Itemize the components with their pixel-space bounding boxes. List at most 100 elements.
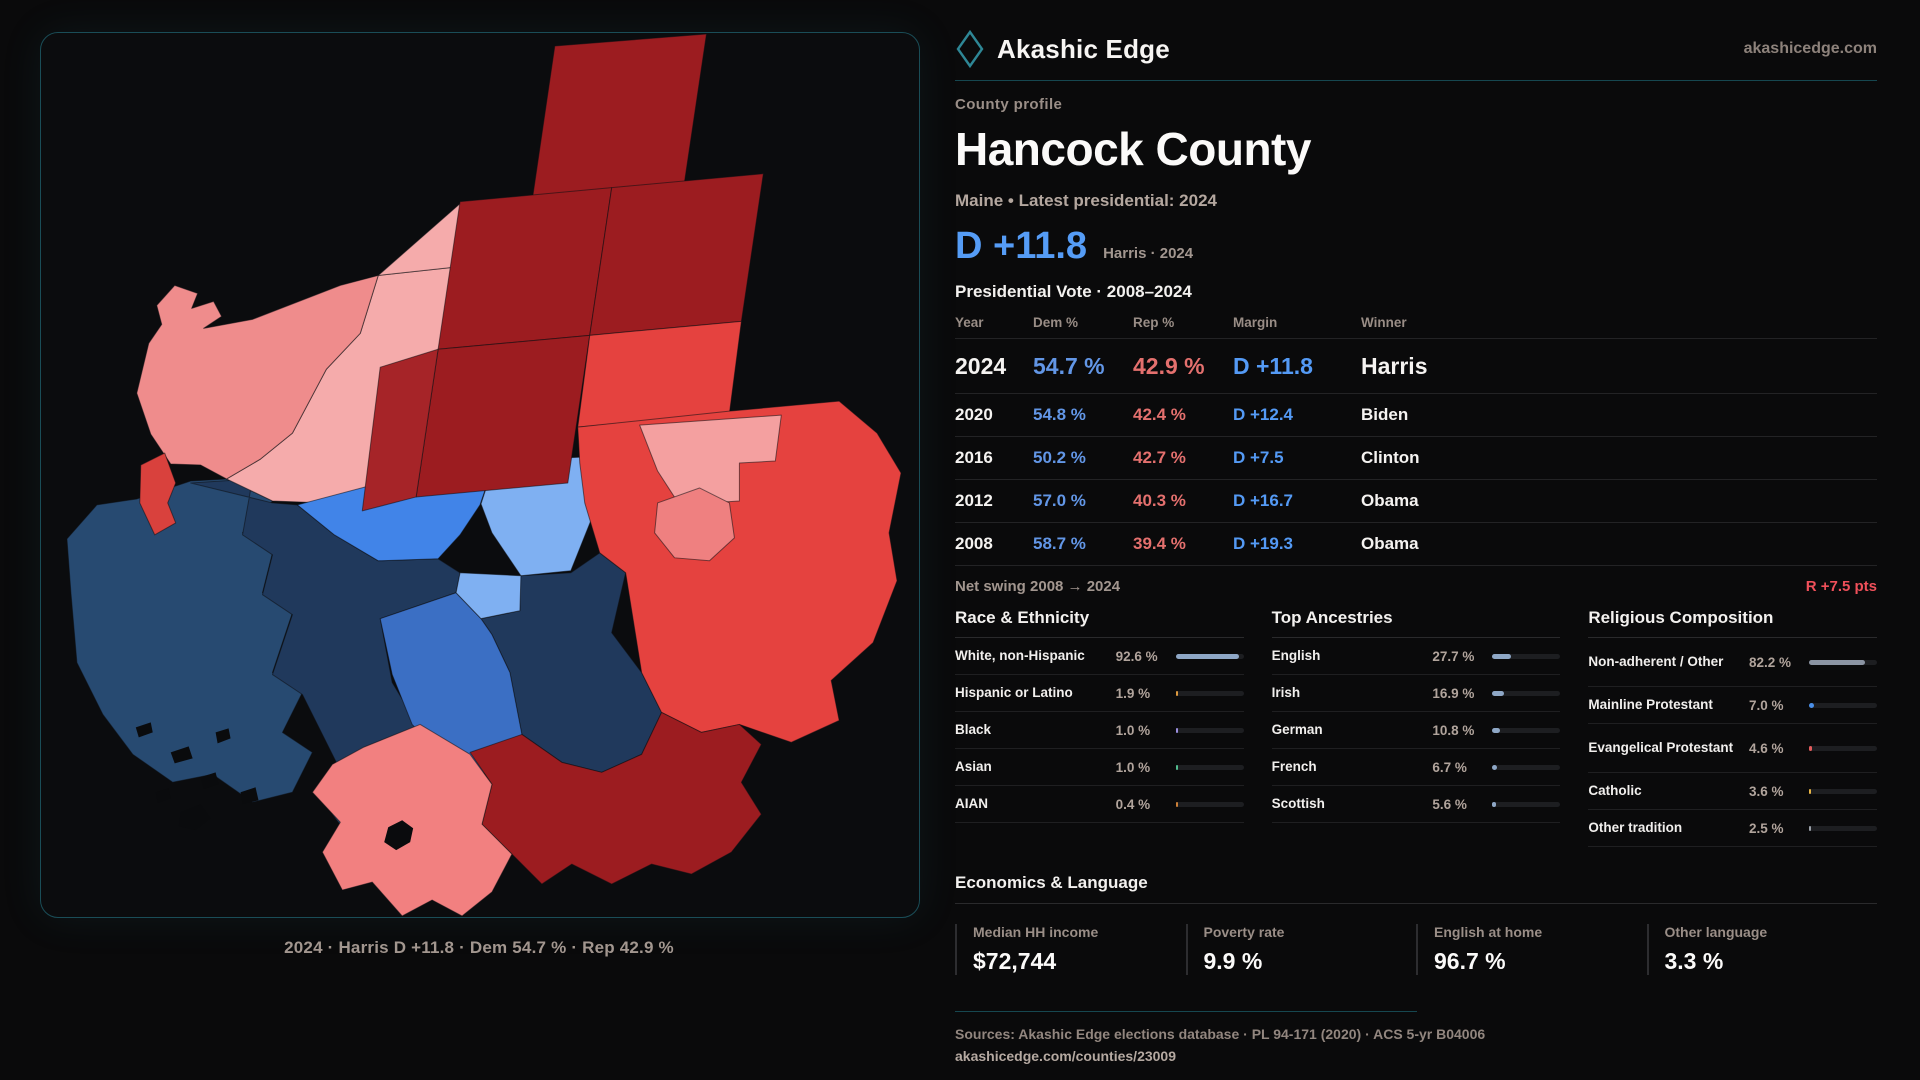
demo-value: 1.0 %: [1115, 722, 1151, 738]
map-region-darkred-north-5[interactable]: [361, 348, 439, 512]
demo-bar-track: [1808, 788, 1877, 794]
demo-bar-fill: [1808, 702, 1814, 708]
demo-label: AIAN: [955, 795, 988, 811]
demo-section: Religious Composition Non-adherent / Othe…: [1588, 608, 1877, 847]
econ-card-label: Other language: [1664, 924, 1768, 940]
headline-margin-row: D +11.8 Harris · 2024: [955, 225, 1877, 268]
vote-cell-winner: Biden: [1361, 405, 1409, 424]
demo-label: Asian: [955, 758, 992, 774]
vote-cell-dem: 54.8 %: [1033, 405, 1086, 424]
demo-label: French: [1271, 758, 1317, 774]
vote-row-2012: 2012 57.0 % 40.3 % D +16.7 Obama: [955, 480, 1877, 523]
header-divider: [955, 80, 1877, 81]
state-subtitle: Maine • Latest presidential: 2024: [955, 191, 1217, 210]
map-region-darkred-north-4[interactable]: [415, 334, 591, 498]
demo-value: 6.7 %: [1432, 759, 1467, 775]
map-region-island-7[interactable]: [178, 804, 211, 831]
demo-bar-track: [1808, 659, 1877, 665]
demo-value: 92.6 %: [1115, 648, 1158, 664]
demo-bar-fill: [1808, 788, 1812, 794]
demo-value: 7.0 %: [1748, 697, 1784, 713]
demo-row: Mainline Protestant 7.0 %: [1588, 687, 1877, 724]
vote-cell-margin: D +16.7: [1233, 491, 1294, 510]
map-region-darkred-south-blob[interactable]: [469, 711, 762, 885]
demo-row: French 6.7 %: [1271, 749, 1561, 786]
map-region-darkred-north-3[interactable]: [589, 173, 764, 336]
demo-label: Catholic: [1588, 782, 1642, 798]
vote-row-2016: 2016 50.2 % 42.7 % D +7.5 Clinton: [955, 437, 1877, 480]
demo-bar-track: [1808, 702, 1877, 708]
demo-row: Black 1.0 %: [955, 712, 1244, 749]
vote-cell-winner: Obama: [1361, 491, 1419, 510]
map-region-darkred-north-1[interactable]: [532, 33, 707, 197]
page-title: Hancock County: [955, 123, 1311, 175]
vote-cell-year: 2008: [955, 534, 993, 553]
economics-cards: Median HH income $72,744 Poverty rate 9.9 %…: [955, 924, 1877, 975]
demo-label: White, non-Hispanic: [955, 647, 1085, 663]
col-margin: Margin: [1233, 315, 1278, 330]
econ-card-value: 9.9 %: [1203, 948, 1263, 974]
demo-bar-fill: [1808, 825, 1812, 831]
demo-bar-track: [1808, 745, 1877, 751]
map-region-salmon-mdi-west[interactable]: [311, 723, 513, 917]
county-choropleth-map[interactable]: [41, 33, 919, 917]
econ-card-value: $72,744: [973, 948, 1057, 974]
demo-bar-track: [1175, 690, 1244, 696]
demo-value: 2.5 %: [1748, 820, 1784, 836]
diamond-logo-icon: [956, 29, 984, 69]
demo-value: 10.8 %: [1432, 722, 1475, 738]
demo-label: Mainline Protestant: [1588, 696, 1713, 712]
map-region-island-3[interactable]: [200, 772, 219, 790]
demo-row: Irish 16.9 %: [1271, 675, 1561, 712]
demo-label: Black: [955, 721, 992, 737]
map-region-salmon-northwest-coast[interactable]: [136, 274, 379, 480]
demo-section: Top Ancestries English 27.7 % Irish 16.9 % Ge…: [1271, 608, 1561, 847]
map-region-salmon-east-cell[interactable]: [654, 487, 735, 562]
demo-row: AIAN 0.4 %: [955, 786, 1244, 823]
econ-card: Other language 3.3 %: [1646, 924, 1878, 975]
demo-bar-track: [1175, 727, 1244, 733]
vote-cell-dem: 50.2 %: [1033, 448, 1086, 467]
demo-row: White, non-Hispanic 92.6 %: [955, 638, 1244, 675]
map-region-lake[interactable]: [384, 820, 414, 851]
map-region-lightblue-sliver[interactable]: [455, 572, 522, 620]
demo-bar-fill: [1492, 653, 1512, 659]
demo-bar-fill: [1175, 764, 1179, 770]
demographics-grid: Race & Ethnicity White, non-Hispanic 92.6 …: [955, 608, 1877, 847]
map-region-island-1[interactable]: [135, 722, 153, 738]
net-swing-value: R +7.5 pts: [1805, 578, 1877, 595]
map-region-red-coastal-town[interactable]: [139, 452, 177, 536]
col-year: Year: [955, 315, 984, 330]
brand-name: Akashic Edge: [997, 33, 1170, 64]
demo-bar-fill: [1175, 690, 1179, 696]
headline-margin-value: D +11.8: [955, 225, 1088, 267]
map-region-island-2[interactable]: [170, 746, 193, 764]
site-url-link[interactable]: akashicedge.com: [1743, 40, 1877, 57]
map-region-island-6[interactable]: [215, 728, 231, 744]
permalink[interactable]: akashicedge.com/counties/23009: [955, 1048, 1176, 1064]
demo-bar-track: [1175, 653, 1244, 659]
vote-row-2020: 2020 54.8 % 42.4 % D +12.4 Biden: [955, 394, 1877, 437]
map-region-red-east-mass[interactable]: [577, 400, 902, 743]
demo-row: German 10.8 %: [1271, 712, 1561, 749]
vote-cell-rep: 40.3 %: [1133, 491, 1186, 510]
map-region-island-5[interactable]: [155, 788, 171, 804]
econ-card-label: Median HH income: [973, 924, 1099, 940]
vote-cell-winner: Obama: [1361, 534, 1419, 553]
demo-row: Other tradition 2.5 %: [1588, 810, 1877, 847]
map-region-pink-east-wedge[interactable]: [639, 414, 782, 506]
demo-bar-fill: [1175, 653, 1239, 659]
vote-cell-rep: 39.4 %: [1133, 534, 1186, 553]
demo-section: Race & Ethnicity White, non-Hispanic 92.6 …: [955, 608, 1244, 847]
county-map-panel: [40, 32, 920, 918]
map-region-darkred-north-2[interactable]: [437, 187, 613, 350]
demo-row: English 27.7 %: [1271, 638, 1561, 675]
map-region-red-finger[interactable]: [577, 320, 742, 428]
vote-cell-rep: 42.9 %: [1133, 352, 1205, 379]
page-kicker: County profile: [955, 96, 1063, 113]
vote-cell-winner: Clinton: [1361, 448, 1420, 467]
map-region-island-4[interactable]: [240, 787, 259, 805]
brand-row: Akashic Edge akashicedge.com: [955, 26, 1877, 72]
demo-value: 5.6 %: [1432, 796, 1467, 812]
map-caption: 2024 · Harris D +11.8 · Dem 54.7 % · Rep…: [284, 938, 674, 957]
